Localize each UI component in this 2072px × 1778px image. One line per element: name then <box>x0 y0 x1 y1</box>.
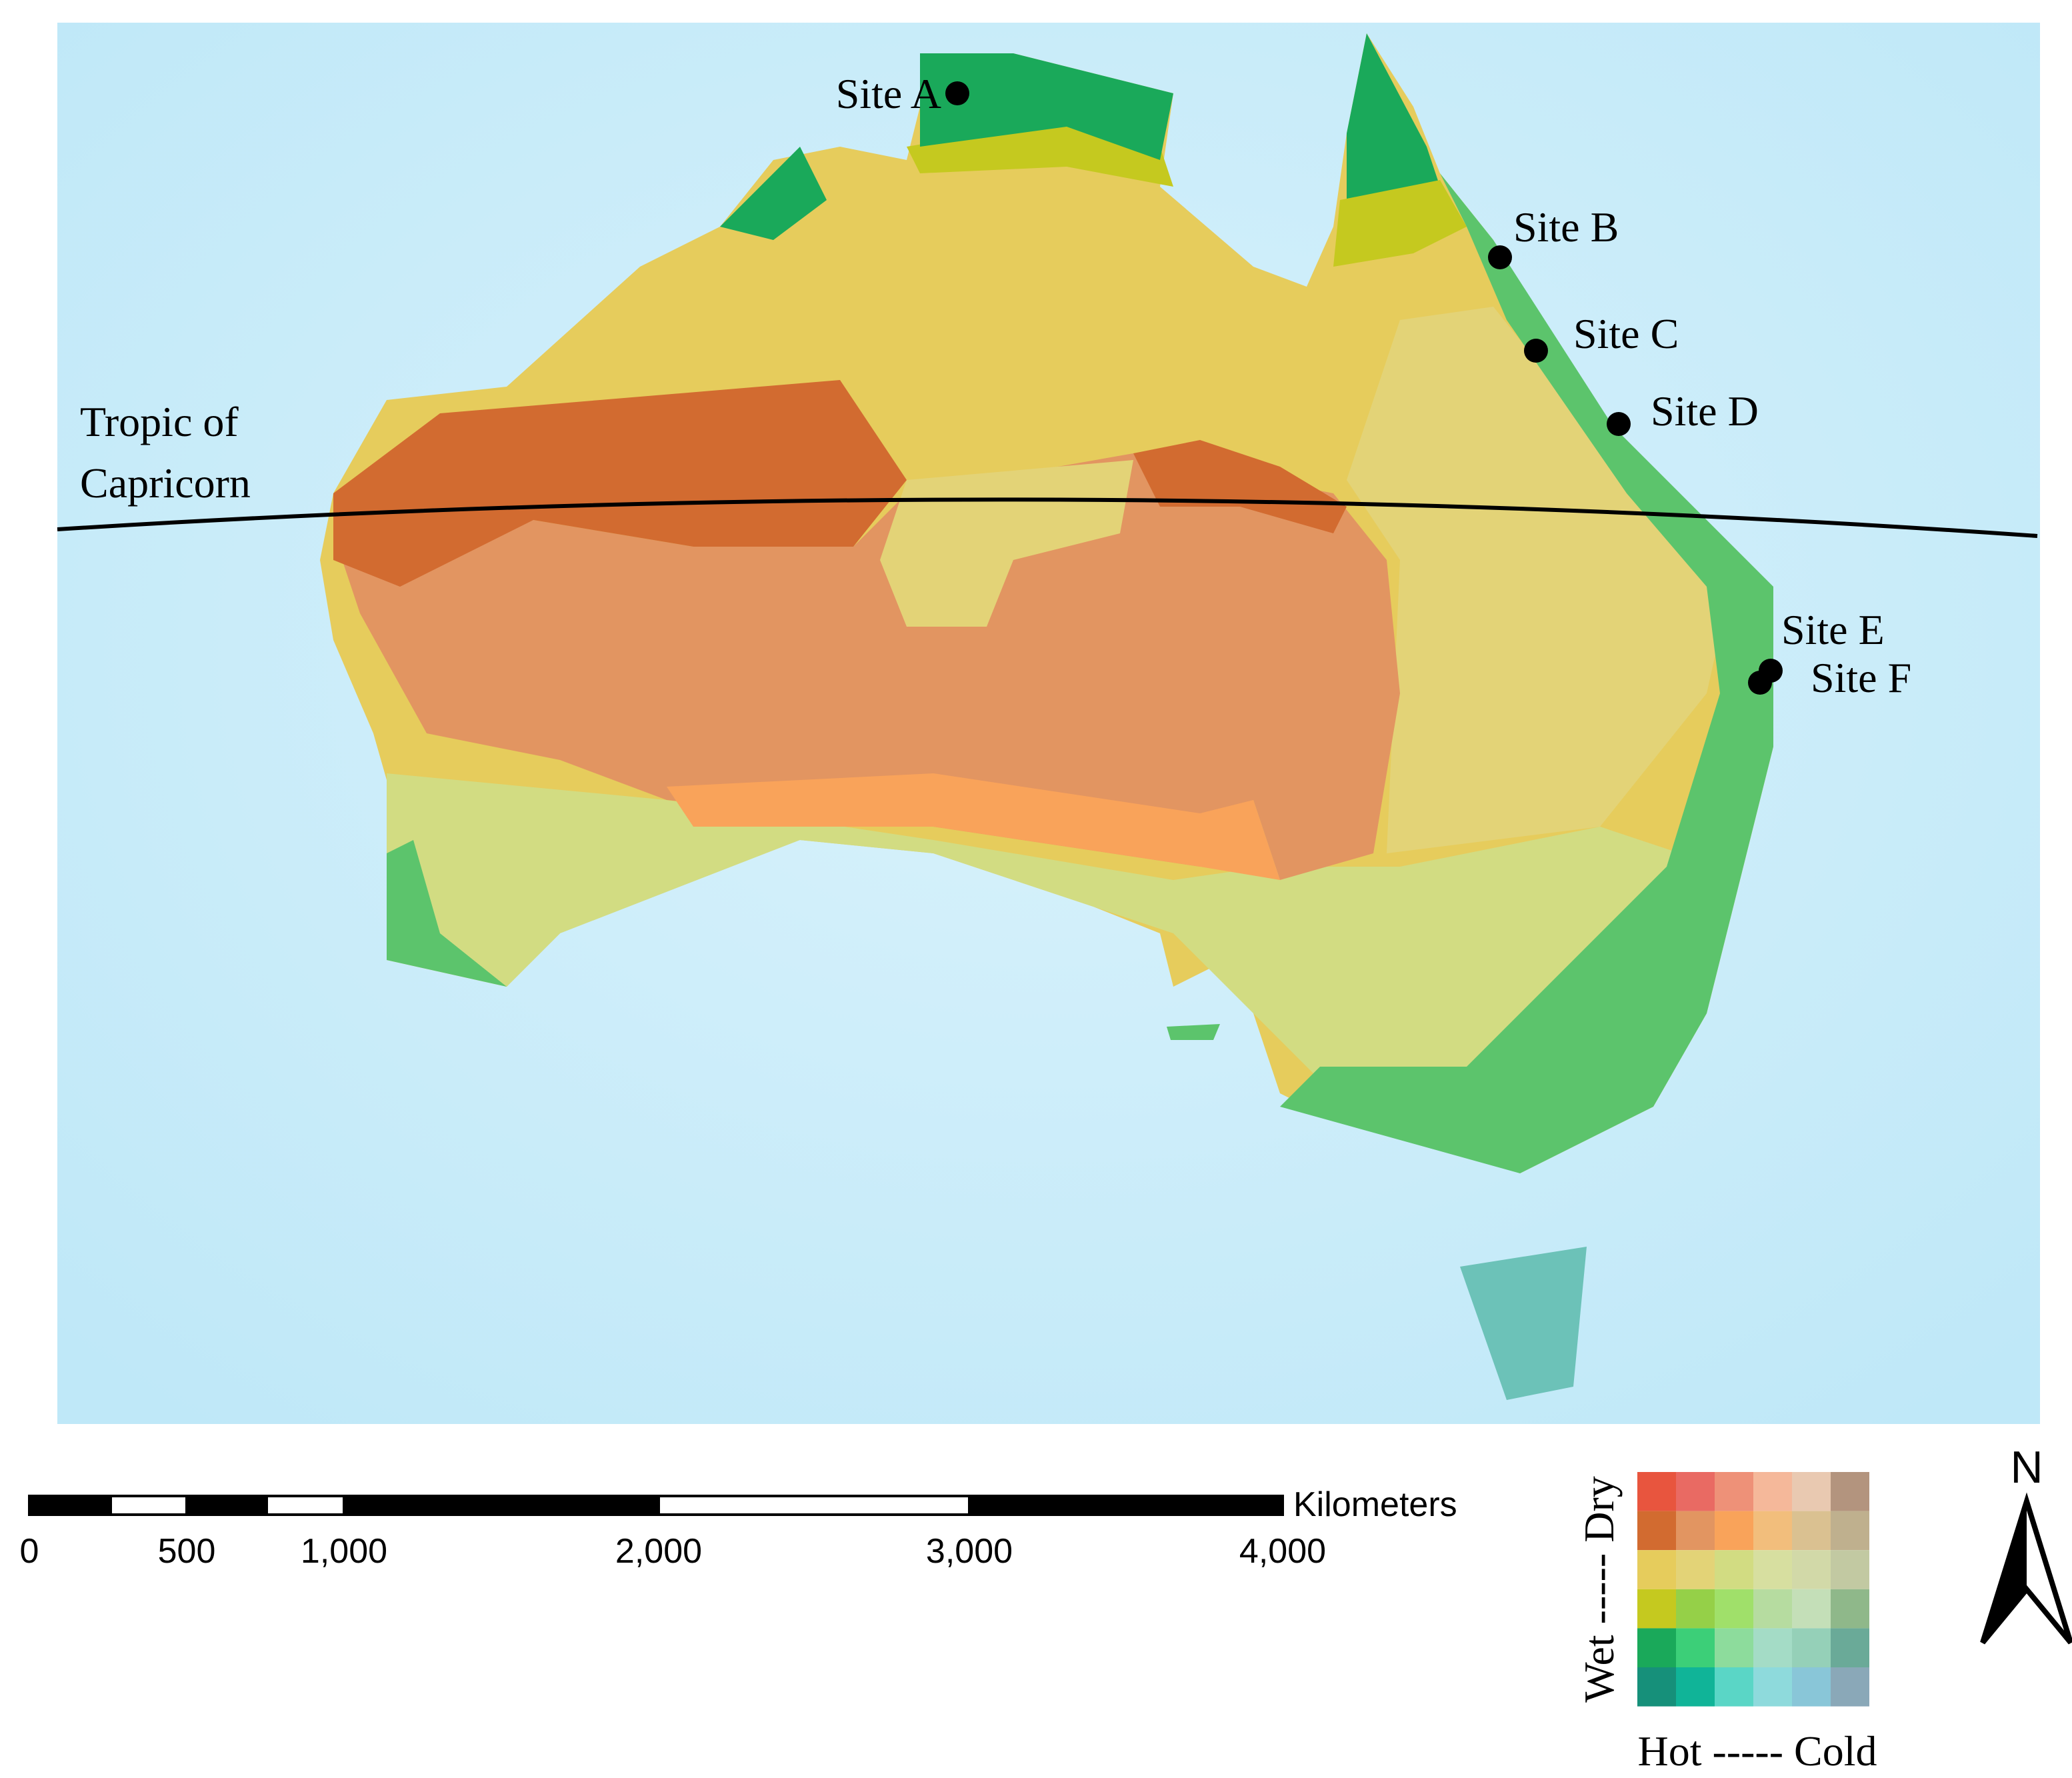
legend-cell <box>1753 1667 1792 1707</box>
scale-bar: 0 500 1,000 2,000 3,000 4,000 Kilometers <box>20 1485 1457 1571</box>
legend-cell <box>1637 1511 1676 1551</box>
legend-cell <box>1637 1667 1676 1707</box>
tropic-label: Capricorn <box>80 459 251 507</box>
region-cape-york <box>1347 33 1440 200</box>
tropic-line <box>57 497 2038 538</box>
scale-label: 3,000 <box>926 1532 1013 1571</box>
legend-cell <box>1831 1472 1869 1511</box>
legend-cell <box>1831 1550 1869 1589</box>
scale-label: 500 <box>158 1532 216 1571</box>
region-pale <box>1347 307 1733 853</box>
legend-cell <box>1637 1589 1676 1629</box>
scale-segment <box>265 1495 345 1516</box>
legend-cell <box>1792 1589 1831 1629</box>
legend-cell <box>1753 1589 1792 1629</box>
scale-segment <box>657 1495 971 1516</box>
north-label: N <box>2010 1442 2043 1493</box>
legend-cell <box>1753 1511 1792 1551</box>
legend-cell <box>1637 1472 1676 1511</box>
site-label: Site E <box>1781 606 1885 653</box>
legend-cell <box>1753 1628 1792 1667</box>
legend-cell <box>1715 1511 1753 1551</box>
legend-cell <box>1637 1550 1676 1589</box>
legend-cell <box>1753 1550 1792 1589</box>
legend-cell <box>1831 1628 1869 1667</box>
legend-cell <box>1637 1628 1676 1667</box>
region-kimberley <box>720 147 827 240</box>
legend-cell <box>1715 1628 1753 1667</box>
legend-cell <box>1676 1472 1715 1511</box>
scale-label: 0 <box>20 1532 39 1571</box>
scale-segment <box>968 1495 1284 1516</box>
region-light-green <box>387 773 1680 1093</box>
site-label: Site A <box>836 70 941 117</box>
legend-cell <box>1676 1628 1715 1667</box>
region-orange <box>333 453 1400 880</box>
region-arnhem <box>920 53 1173 160</box>
scale-segment <box>109 1495 188 1516</box>
region-east-coast <box>1280 173 1773 1173</box>
region-kangaroo-island <box>1167 1024 1220 1040</box>
region-dark-orange <box>333 380 907 587</box>
legend-cell <box>1831 1511 1869 1551</box>
legend-x-label: Hot ----- Cold <box>1637 1727 1877 1775</box>
legend-cell <box>1792 1550 1831 1589</box>
site-label: Site F <box>1811 654 1911 701</box>
site-marker <box>1607 412 1631 436</box>
legend-cell <box>1715 1589 1753 1629</box>
site-marker <box>945 81 969 105</box>
site-marker <box>1524 339 1548 363</box>
legend-cell <box>1676 1550 1715 1589</box>
legend-cell <box>1676 1589 1715 1629</box>
scale-label: 2,000 <box>615 1532 702 1571</box>
region-tasmania <box>1460 1247 1587 1400</box>
region-bright-orange <box>667 773 1280 880</box>
site-marker <box>1488 245 1512 269</box>
region-southwest-coast <box>387 840 507 987</box>
site-marker <box>1748 671 1772 695</box>
site-label: Site C <box>1573 310 1679 357</box>
scale-segment <box>185 1495 268 1516</box>
north-arrow-fill <box>1983 1501 2027 1643</box>
legend-cell <box>1792 1628 1831 1667</box>
legend-cell <box>1792 1472 1831 1511</box>
scale-label: 4,000 <box>1239 1532 1326 1571</box>
site-label: Site B <box>1513 203 1619 251</box>
legend-y-label: Wet ----- Dry <box>1575 1476 1623 1703</box>
legend <box>1637 1472 1869 1707</box>
tropic-label: Tropic of <box>80 398 239 445</box>
legend-cell <box>1792 1511 1831 1551</box>
scale-label: 1,000 <box>301 1532 387 1571</box>
legend-cell <box>1715 1550 1753 1589</box>
site-label: Site D <box>1651 387 1759 435</box>
legend-cell <box>1792 1667 1831 1707</box>
scale-segment <box>28 1495 112 1516</box>
legend-cell <box>1753 1472 1792 1511</box>
legend-cell <box>1715 1472 1753 1511</box>
legend-cell <box>1676 1511 1715 1551</box>
region-cape-yellow <box>1333 180 1467 267</box>
legend-cell <box>1831 1589 1869 1629</box>
region-dark-orange-east <box>1133 440 1347 533</box>
scale-unit: Kilometers <box>1293 1485 1457 1524</box>
legend-cell <box>1676 1667 1715 1707</box>
scale-segment <box>343 1495 660 1516</box>
legend-cell <box>1715 1667 1753 1707</box>
legend-cell <box>1831 1667 1869 1707</box>
